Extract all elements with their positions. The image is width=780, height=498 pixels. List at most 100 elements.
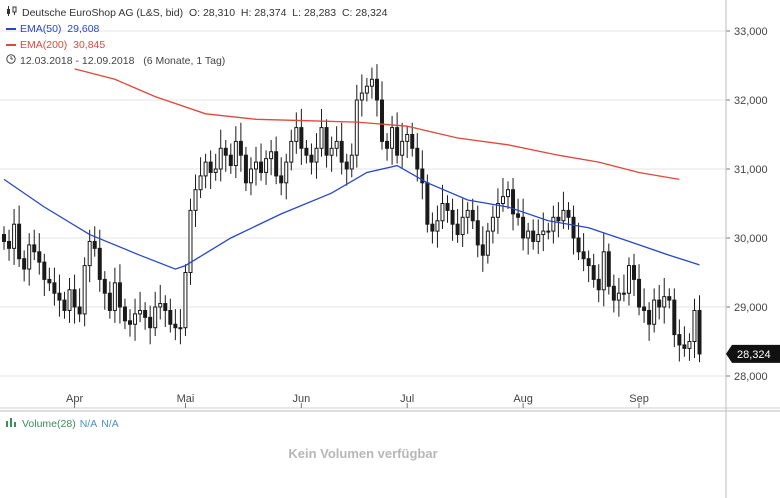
y-tick-label: 29,000 — [734, 302, 768, 314]
candle — [526, 222, 531, 255]
x-tick-label: Aug — [513, 393, 533, 405]
candle-body — [566, 209, 571, 218]
candle-body — [299, 127, 304, 149]
candle-body — [364, 85, 369, 94]
candle-body — [531, 230, 536, 242]
candle-body — [107, 292, 112, 311]
candle-body — [143, 309, 148, 318]
candle — [274, 136, 279, 185]
volume-value-1: N/A — [79, 418, 98, 430]
volume-value-2: N/A — [101, 418, 119, 430]
open-value: O: 28,310 — [188, 7, 236, 19]
candle — [385, 133, 390, 161]
candle-body — [198, 175, 203, 191]
candle — [324, 119, 329, 168]
candle-body — [2, 234, 6, 242]
candle-body — [369, 78, 374, 87]
candle-body — [274, 151, 279, 177]
candle — [531, 219, 536, 250]
candle-body — [400, 140, 405, 156]
candle-body — [495, 203, 500, 218]
candle-body — [657, 299, 662, 308]
candle — [309, 143, 314, 175]
ema200-label: EMA(200) — [20, 39, 68, 51]
candle-body — [672, 299, 677, 336]
candle-body — [425, 182, 430, 225]
candle — [233, 126, 238, 178]
candle-body — [526, 230, 531, 239]
candle — [344, 153, 349, 186]
candle — [601, 233, 606, 307]
candle — [470, 198, 475, 230]
candle-body — [500, 196, 505, 205]
candle-body — [601, 251, 606, 291]
candle-body — [652, 299, 657, 325]
candle-body — [62, 299, 67, 311]
candle — [354, 84, 359, 168]
candle — [87, 229, 92, 283]
candle — [667, 288, 672, 309]
candle — [511, 177, 516, 231]
candle-body — [339, 140, 344, 163]
candle — [672, 288, 677, 348]
candle — [687, 333, 692, 361]
candle-body — [112, 282, 117, 311]
candle-body — [460, 216, 465, 236]
candle-body — [183, 272, 188, 329]
candle — [435, 205, 440, 248]
ema200-line — [74, 68, 680, 181]
candle — [576, 222, 581, 261]
candle-body — [314, 147, 319, 163]
candle — [203, 153, 208, 189]
candle — [27, 233, 32, 286]
candle-body — [485, 230, 490, 256]
candle-body — [269, 151, 274, 160]
ema200-swatch — [6, 44, 16, 47]
candle-body — [586, 258, 591, 267]
candle-body — [208, 161, 213, 173]
candle — [294, 112, 299, 154]
candle-body — [490, 216, 495, 232]
candle — [299, 108, 304, 165]
candle-body — [228, 154, 233, 167]
candle — [626, 257, 631, 306]
candle — [52, 267, 57, 306]
candle — [415, 133, 420, 182]
candle-body — [128, 320, 132, 325]
candle-body — [621, 292, 626, 295]
candle-body — [133, 313, 138, 325]
candle — [107, 281, 112, 319]
candle-body — [97, 247, 102, 280]
candle-body — [158, 303, 163, 308]
candle — [616, 278, 621, 317]
candle — [637, 264, 642, 316]
candle — [521, 198, 526, 251]
candle-body — [480, 244, 485, 256]
candle-body — [72, 289, 77, 308]
x-tick-label: Jun — [292, 393, 310, 405]
candle — [586, 250, 591, 283]
candle — [254, 146, 258, 186]
candle — [374, 64, 379, 117]
candle-body — [682, 344, 687, 349]
candle — [17, 205, 22, 267]
candle-body — [380, 99, 384, 142]
chart-legend-title: Deutsche EuroShop AG (L&S, bid) O: 28,31… — [6, 6, 387, 20]
candle — [430, 212, 435, 244]
candle — [450, 198, 455, 241]
candle-body — [541, 230, 546, 236]
candle-body — [359, 92, 364, 101]
candle-body — [596, 278, 601, 291]
candle-body — [465, 209, 470, 218]
candle — [364, 77, 369, 102]
candle — [490, 205, 495, 244]
candle-body — [521, 216, 526, 239]
candle-body — [435, 220, 440, 232]
candle — [153, 291, 158, 336]
candle-body — [626, 265, 631, 294]
candle — [133, 298, 138, 341]
candlestick-icon — [6, 6, 18, 20]
candle — [611, 274, 616, 313]
candle — [2, 226, 6, 250]
candle — [606, 243, 611, 295]
